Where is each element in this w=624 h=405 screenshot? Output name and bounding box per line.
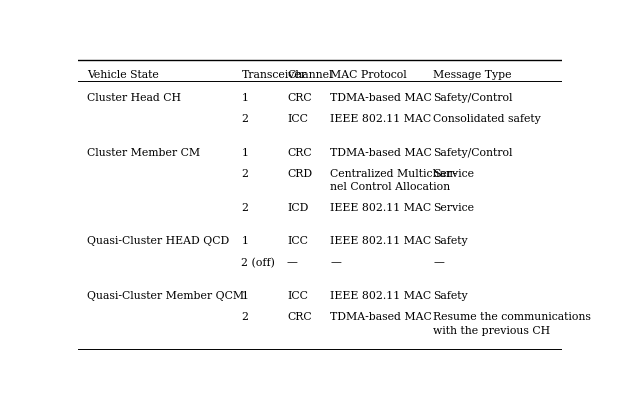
Text: —: — <box>434 258 444 268</box>
Text: Cluster Member CM: Cluster Member CM <box>87 148 200 158</box>
Text: Quasi-Cluster Member QCM: Quasi-Cluster Member QCM <box>87 291 244 301</box>
Text: TDMA-based MAC: TDMA-based MAC <box>331 93 432 103</box>
Text: Service: Service <box>434 169 474 179</box>
Text: Cluster Head CH: Cluster Head CH <box>87 93 181 103</box>
Text: 2 (off): 2 (off) <box>241 258 275 268</box>
Text: 1: 1 <box>241 93 248 103</box>
Text: 1: 1 <box>241 148 248 158</box>
Text: Transceiver: Transceiver <box>241 70 306 81</box>
Text: —: — <box>287 258 298 268</box>
Text: IEEE 802.11 MAC: IEEE 802.11 MAC <box>331 114 432 124</box>
Text: Consolidated safety: Consolidated safety <box>434 114 541 124</box>
Text: Service: Service <box>434 202 474 213</box>
Text: ICD: ICD <box>287 202 308 213</box>
Text: Vehicle State: Vehicle State <box>87 70 158 81</box>
Text: Quasi-Cluster HEAD QCD: Quasi-Cluster HEAD QCD <box>87 237 229 246</box>
Text: MAC Protocol: MAC Protocol <box>331 70 407 81</box>
Text: ICC: ICC <box>287 114 308 124</box>
Text: Channel: Channel <box>287 70 333 81</box>
Text: Safety: Safety <box>434 291 468 301</box>
Text: TDMA-based MAC: TDMA-based MAC <box>331 148 432 158</box>
Text: TDMA-based MAC: TDMA-based MAC <box>331 312 432 322</box>
Text: 2: 2 <box>241 114 248 124</box>
Text: 2: 2 <box>241 169 248 179</box>
Text: Resume the communications
with the previous CH: Resume the communications with the previ… <box>434 312 592 336</box>
Text: ICC: ICC <box>287 291 308 301</box>
Text: CRC: CRC <box>287 93 311 103</box>
Text: Message Type: Message Type <box>434 70 512 81</box>
Text: Safety/Control: Safety/Control <box>434 93 513 103</box>
Text: 2: 2 <box>241 202 248 213</box>
Text: CRC: CRC <box>287 312 311 322</box>
Text: CRD: CRD <box>287 169 312 179</box>
Text: Safety/Control: Safety/Control <box>434 148 513 158</box>
Text: Safety: Safety <box>434 237 468 246</box>
Text: IEEE 802.11 MAC: IEEE 802.11 MAC <box>331 291 432 301</box>
Text: ICC: ICC <box>287 237 308 246</box>
Text: Centralized Multichan-
nel Control Allocation: Centralized Multichan- nel Control Alloc… <box>331 169 457 192</box>
Text: IEEE 802.11 MAC: IEEE 802.11 MAC <box>331 202 432 213</box>
Text: 1: 1 <box>241 291 248 301</box>
Text: 1: 1 <box>241 237 248 246</box>
Text: IEEE 802.11 MAC: IEEE 802.11 MAC <box>331 237 432 246</box>
Text: —: — <box>331 258 341 268</box>
Text: CRC: CRC <box>287 148 311 158</box>
Text: 2: 2 <box>241 312 248 322</box>
